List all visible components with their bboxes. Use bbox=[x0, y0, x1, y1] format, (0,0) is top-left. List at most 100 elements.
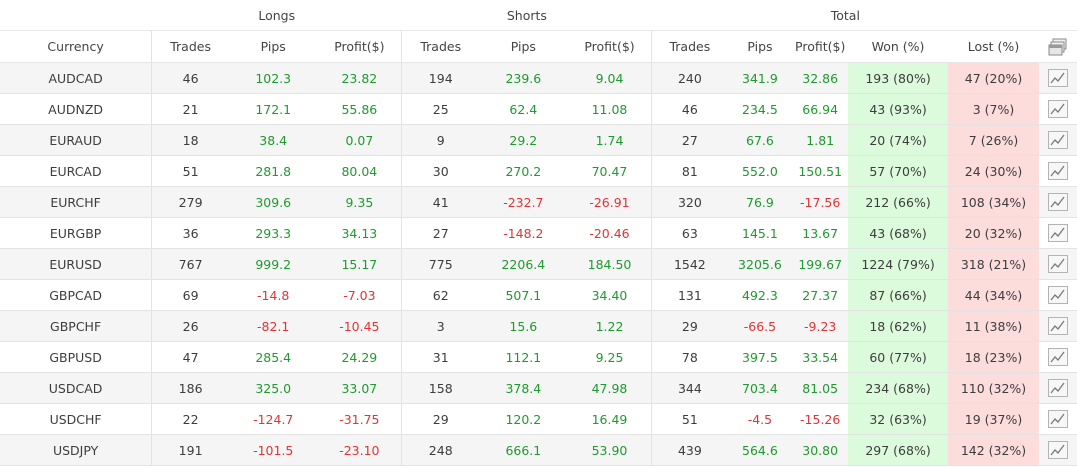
total-pips-cell: 552.0 bbox=[727, 155, 793, 187]
total-trades-cell: 27 bbox=[651, 124, 728, 156]
total-trades-cell: 240 bbox=[651, 62, 728, 94]
total-trades-cell: 63 bbox=[651, 217, 728, 249]
longs-profit-cell: 33.07 bbox=[317, 372, 402, 404]
currency-cell: EURUSD bbox=[0, 248, 152, 280]
currency-cell: EURCAD bbox=[0, 155, 152, 187]
shorts-profit-cell: 1.22 bbox=[567, 310, 652, 342]
lost-cell: 108 (34%) bbox=[948, 186, 1039, 218]
shorts-profit-cell: -26.91 bbox=[567, 186, 652, 218]
total-pips-cell: 3205.6 bbox=[727, 248, 793, 280]
longs-pips-cell: 281.8 bbox=[229, 155, 318, 187]
currency-cell: USDJPY bbox=[0, 434, 152, 466]
total-trades-cell: 131 bbox=[651, 279, 728, 311]
chart-button[interactable] bbox=[1038, 217, 1077, 249]
shorts-trades-cell: 3 bbox=[401, 310, 480, 342]
shorts-pips-cell: 112.1 bbox=[479, 341, 568, 373]
lost-cell: 3 (7%) bbox=[948, 93, 1039, 125]
longs-profit-cell: -31.75 bbox=[317, 403, 402, 435]
group-header-longs: Longs bbox=[151, 0, 402, 31]
table-row: EURCAD 51 281.8 80.04 30 270.2 70.47 81 … bbox=[0, 155, 1077, 187]
lost-cell: 18 (23%) bbox=[948, 341, 1039, 373]
longs-profit-cell: 34.13 bbox=[317, 217, 402, 249]
longs-trades-cell: 46 bbox=[151, 62, 230, 94]
shorts-pips-cell: 120.2 bbox=[479, 403, 568, 435]
chart-button[interactable] bbox=[1038, 155, 1077, 187]
chart-button[interactable] bbox=[1038, 434, 1077, 466]
chart-button[interactable] bbox=[1038, 248, 1077, 280]
longs-profit-cell: 23.82 bbox=[317, 62, 402, 94]
pages-icon bbox=[1048, 38, 1067, 55]
won-cell: 87 (66%) bbox=[847, 279, 949, 311]
group-header-row: Longs Shorts Total bbox=[0, 0, 1077, 31]
shorts-trades-cell: 9 bbox=[401, 124, 480, 156]
group-header-total: Total bbox=[651, 0, 1039, 31]
chart-icon bbox=[1047, 162, 1068, 180]
longs-trades-cell: 51 bbox=[151, 155, 230, 187]
shorts-pips-cell: 239.6 bbox=[479, 62, 568, 94]
won-cell: 18 (62%) bbox=[847, 310, 949, 342]
longs-pips-cell: 102.3 bbox=[229, 62, 318, 94]
lost-cell: 7 (26%) bbox=[948, 124, 1039, 156]
total-pips-cell: 492.3 bbox=[727, 279, 793, 311]
chart-button[interactable] bbox=[1038, 62, 1077, 94]
longs-pips-cell: -101.5 bbox=[229, 434, 318, 466]
chart-icon bbox=[1047, 69, 1068, 87]
chart-button[interactable] bbox=[1038, 279, 1077, 311]
shorts-profit-cell: 70.47 bbox=[567, 155, 652, 187]
col-header-longs-profit: Profit($) bbox=[317, 30, 402, 63]
won-cell: 193 (80%) bbox=[847, 62, 949, 94]
pages-button[interactable] bbox=[1038, 30, 1077, 63]
total-profit-cell: 27.37 bbox=[792, 279, 848, 311]
col-header-longs-trades: Trades bbox=[151, 30, 230, 63]
chart-button[interactable] bbox=[1038, 341, 1077, 373]
longs-profit-cell: 0.07 bbox=[317, 124, 402, 156]
longs-pips-cell: -14.8 bbox=[229, 279, 318, 311]
total-pips-cell: -66.5 bbox=[727, 310, 793, 342]
total-profit-cell: 150.51 bbox=[792, 155, 848, 187]
group-header-spacer bbox=[0, 0, 152, 31]
won-cell: 57 (70%) bbox=[847, 155, 949, 187]
total-pips-cell: 397.5 bbox=[727, 341, 793, 373]
chart-icon bbox=[1047, 379, 1068, 397]
currency-cell: USDCAD bbox=[0, 372, 152, 404]
shorts-pips-cell: 29.2 bbox=[479, 124, 568, 156]
lost-cell: 47 (20%) bbox=[948, 62, 1039, 94]
shorts-trades-cell: 194 bbox=[401, 62, 480, 94]
lost-cell: 110 (32%) bbox=[948, 372, 1039, 404]
currency-cell: GBPCAD bbox=[0, 279, 152, 311]
currency-cell: EURCHF bbox=[0, 186, 152, 218]
chart-icon bbox=[1047, 224, 1068, 242]
shorts-profit-cell: 16.49 bbox=[567, 403, 652, 435]
longs-trades-cell: 186 bbox=[151, 372, 230, 404]
won-cell: 43 (68%) bbox=[847, 217, 949, 249]
total-profit-cell: -9.23 bbox=[792, 310, 848, 342]
chart-button[interactable] bbox=[1038, 93, 1077, 125]
chart-button[interactable] bbox=[1038, 310, 1077, 342]
shorts-profit-cell: 1.74 bbox=[567, 124, 652, 156]
longs-trades-cell: 36 bbox=[151, 217, 230, 249]
total-trades-cell: 46 bbox=[651, 93, 728, 125]
total-profit-cell: 199.67 bbox=[792, 248, 848, 280]
longs-profit-cell: 55.86 bbox=[317, 93, 402, 125]
shorts-trades-cell: 31 bbox=[401, 341, 480, 373]
total-pips-cell: 234.5 bbox=[727, 93, 793, 125]
table-row: USDJPY 191 -101.5 -23.10 248 666.1 53.90… bbox=[0, 434, 1077, 466]
total-profit-cell: 30.80 bbox=[792, 434, 848, 466]
longs-trades-cell: 22 bbox=[151, 403, 230, 435]
longs-pips-cell: -82.1 bbox=[229, 310, 318, 342]
chart-button[interactable] bbox=[1038, 124, 1077, 156]
col-header-total-pips: Pips bbox=[727, 30, 793, 63]
longs-profit-cell: 9.35 bbox=[317, 186, 402, 218]
longs-pips-cell: 325.0 bbox=[229, 372, 318, 404]
shorts-pips-cell: -148.2 bbox=[479, 217, 568, 249]
col-header-shorts-profit: Profit($) bbox=[567, 30, 652, 63]
col-header-longs-pips: Pips bbox=[229, 30, 318, 63]
longs-pips-cell: 285.4 bbox=[229, 341, 318, 373]
chart-button[interactable] bbox=[1038, 403, 1077, 435]
group-header-shorts: Shorts bbox=[401, 0, 652, 31]
chart-button[interactable] bbox=[1038, 372, 1077, 404]
chart-button[interactable] bbox=[1038, 186, 1077, 218]
table-row: AUDNZD 21 172.1 55.86 25 62.4 11.08 46 2… bbox=[0, 93, 1077, 125]
total-pips-cell: -4.5 bbox=[727, 403, 793, 435]
won-cell: 297 (68%) bbox=[847, 434, 949, 466]
